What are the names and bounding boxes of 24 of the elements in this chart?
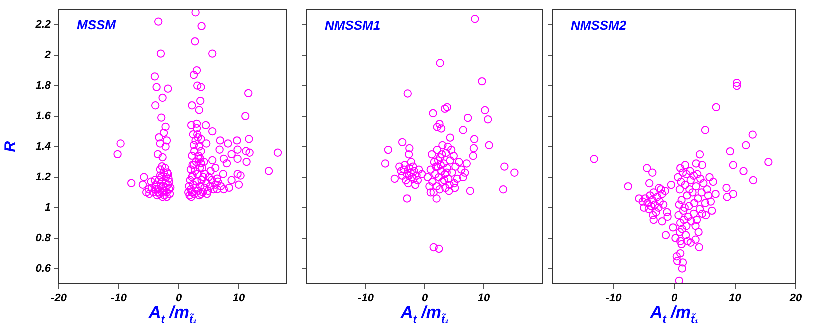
y-tick-label: 2 [44, 49, 51, 62]
x-tick-label: 10 [478, 292, 491, 305]
y-tick-label: 1 [44, 202, 51, 214]
y-tick-label: 1.6 [36, 110, 52, 122]
text: NMSSM1 [325, 18, 381, 33]
y-tick-label: 2.2 [34, 18, 51, 31]
y-tick-label: 1.4 [36, 140, 51, 153]
y-tick-label: 0.6 [36, 262, 52, 275]
y-tick-label: 1.8 [36, 80, 52, 92]
text: MSSM [77, 18, 118, 33]
y-tick-label: 0.8 [36, 232, 52, 244]
x-tick-label: 10 [729, 292, 742, 305]
x-tick-label: -20 [51, 292, 68, 305]
x-tick-label: 0 [422, 292, 429, 305]
text: NMSSM2 [571, 18, 628, 33]
x-tick-label: 20 [788, 292, 803, 305]
x-tick-label: -10 [606, 292, 623, 305]
y-axis-title: R [2, 141, 19, 152]
x-tick-label: -10 [358, 292, 375, 305]
x-tick-label: 0 [176, 292, 183, 305]
x-tick-label: -10 [111, 292, 128, 305]
x-tick-label: 0 [671, 292, 678, 305]
x-tick-label: 10 [232, 292, 246, 305]
y-tick-label: 1.2 [36, 171, 51, 184]
